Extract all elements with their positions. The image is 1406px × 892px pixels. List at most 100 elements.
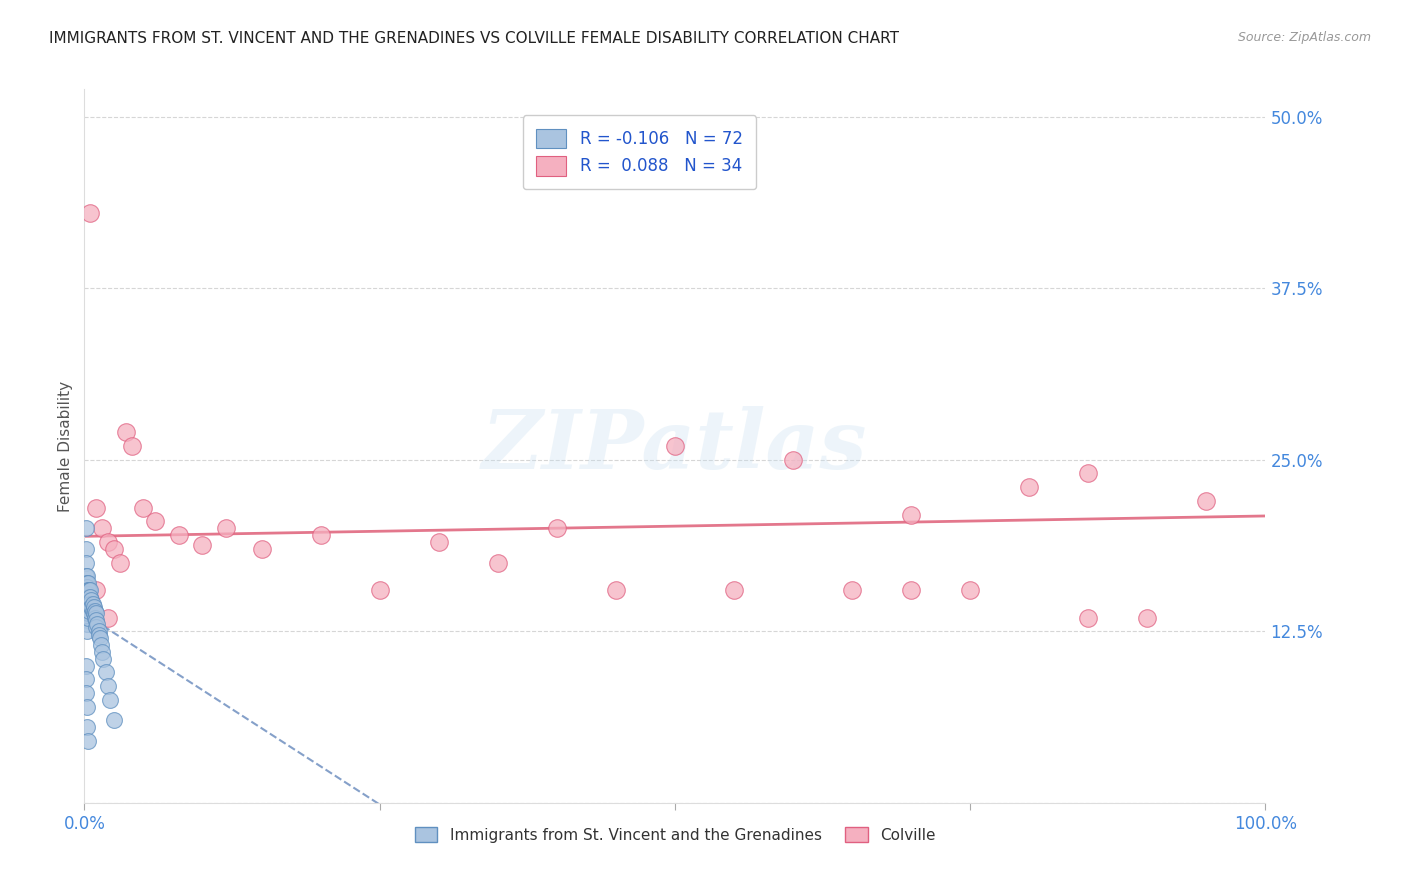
Point — [191, 538, 214, 552]
Point — [84, 500, 107, 515]
Point — [75, 686, 97, 700]
Point — [75, 658, 97, 673]
Point — [79, 597, 101, 611]
Point — [75, 673, 97, 687]
Point — [83, 599, 105, 614]
Point — [1077, 610, 1099, 624]
Point — [427, 535, 450, 549]
Text: ZIPatlas: ZIPatlas — [482, 406, 868, 486]
Point — [91, 651, 114, 665]
Point — [82, 604, 104, 618]
Point — [97, 679, 120, 693]
Point — [90, 638, 112, 652]
Point — [79, 205, 101, 219]
Point — [77, 592, 100, 607]
Point — [486, 556, 509, 570]
Point — [84, 583, 107, 598]
Point — [76, 592, 98, 607]
Point — [79, 583, 101, 598]
Point — [94, 665, 117, 680]
Point — [83, 607, 105, 621]
Point — [546, 521, 568, 535]
Point — [75, 610, 97, 624]
Point — [77, 601, 100, 615]
Point — [97, 535, 120, 549]
Point — [77, 592, 100, 607]
Point — [114, 425, 136, 440]
Point — [84, 607, 107, 621]
Point — [75, 576, 97, 591]
Point — [77, 607, 100, 621]
Point — [84, 610, 107, 624]
Point — [1018, 480, 1040, 494]
Point — [103, 541, 125, 556]
Point — [1195, 494, 1218, 508]
Point — [143, 515, 166, 529]
Point — [77, 610, 100, 624]
Point — [103, 714, 125, 728]
Point — [75, 597, 97, 611]
Point — [77, 597, 100, 611]
Point — [75, 521, 97, 535]
Point — [782, 452, 804, 467]
Point — [959, 583, 981, 598]
Point — [75, 569, 97, 583]
Point — [75, 590, 97, 604]
Point — [77, 734, 100, 748]
Point — [77, 590, 100, 604]
Point — [75, 604, 97, 618]
Point — [167, 528, 190, 542]
Point — [77, 604, 100, 618]
Point — [664, 439, 686, 453]
Point — [84, 613, 107, 627]
Point — [76, 613, 98, 627]
Point — [215, 521, 238, 535]
Point — [900, 508, 922, 522]
Legend: Immigrants from St. Vincent and the Grenadines, Colville: Immigrants from St. Vincent and the Gren… — [408, 821, 942, 848]
Point — [75, 556, 97, 570]
Point — [98, 693, 121, 707]
Point — [900, 583, 922, 598]
Point — [76, 720, 98, 734]
Point — [76, 580, 98, 594]
Point — [108, 556, 131, 570]
Point — [80, 592, 103, 607]
Point — [841, 583, 863, 598]
Point — [87, 624, 110, 639]
Point — [75, 592, 97, 607]
Point — [91, 645, 114, 659]
Point — [77, 590, 100, 604]
Point — [80, 599, 103, 614]
Point — [76, 604, 98, 618]
Point — [250, 541, 273, 556]
Point — [132, 500, 155, 515]
Point — [76, 597, 98, 611]
Point — [84, 604, 107, 618]
Point — [309, 528, 332, 542]
Point — [121, 439, 143, 453]
Point — [723, 583, 745, 598]
Point — [76, 699, 98, 714]
Point — [87, 628, 110, 642]
Point — [77, 597, 100, 611]
Point — [76, 586, 98, 600]
Point — [1136, 610, 1159, 624]
Point — [77, 587, 100, 601]
Point — [86, 617, 108, 632]
Point — [76, 624, 98, 639]
Point — [97, 610, 120, 624]
Point — [76, 590, 98, 604]
Point — [76, 617, 98, 632]
Point — [84, 620, 107, 634]
Point — [75, 583, 97, 598]
Point — [76, 576, 98, 591]
Point — [1077, 467, 1099, 481]
Point — [76, 610, 98, 624]
Point — [79, 590, 101, 604]
Point — [77, 583, 100, 598]
Point — [76, 583, 98, 598]
Point — [76, 601, 98, 615]
Point — [76, 569, 98, 583]
Point — [91, 521, 114, 535]
Y-axis label: Female Disability: Female Disability — [58, 380, 73, 512]
